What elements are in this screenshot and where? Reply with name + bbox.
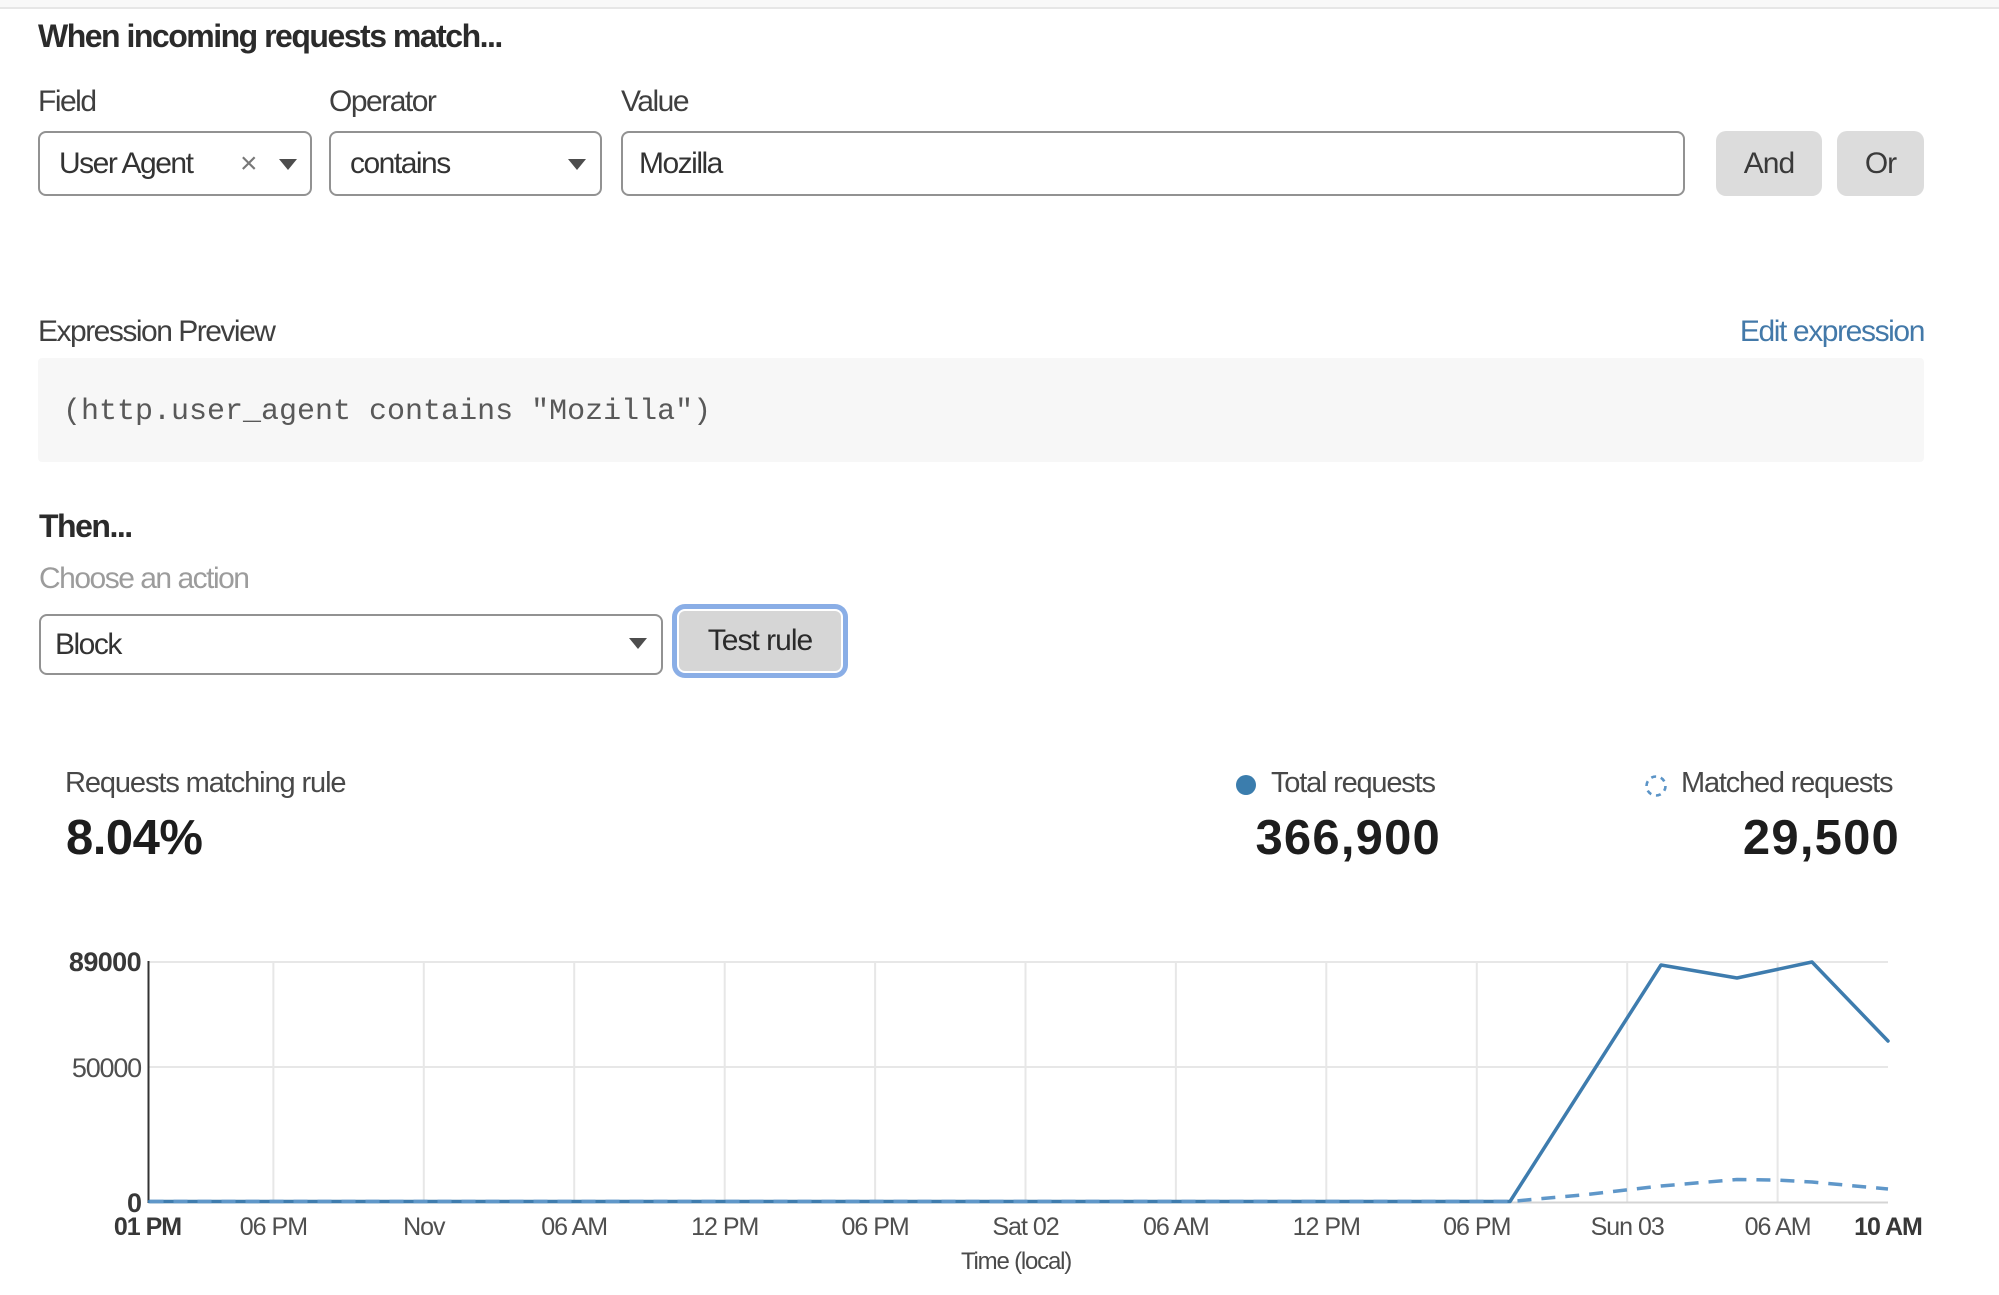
svg-text:06 AM: 06 AM	[541, 1213, 607, 1241]
svg-text:06 AM: 06 AM	[1745, 1213, 1811, 1241]
svg-text:Time (local): Time (local)	[961, 1248, 1071, 1275]
svg-text:12 PM: 12 PM	[1293, 1213, 1360, 1241]
svg-text:01 PM: 01 PM	[114, 1213, 181, 1241]
svg-text:12 PM: 12 PM	[691, 1213, 758, 1241]
svg-text:10 AM: 10 AM	[1854, 1213, 1922, 1241]
svg-text:06 PM: 06 PM	[841, 1213, 908, 1241]
svg-text:Sun 03: Sun 03	[1591, 1213, 1664, 1241]
svg-text:0: 0	[127, 1188, 142, 1218]
svg-text:Sat 02: Sat 02	[992, 1213, 1058, 1241]
svg-text:06 AM: 06 AM	[1143, 1213, 1209, 1241]
svg-text:06 PM: 06 PM	[240, 1213, 307, 1241]
svg-text:Nov: Nov	[403, 1213, 446, 1241]
svg-text:06 PM: 06 PM	[1443, 1213, 1510, 1241]
svg-text:50000: 50000	[72, 1053, 141, 1083]
svg-text:89000: 89000	[69, 947, 141, 977]
